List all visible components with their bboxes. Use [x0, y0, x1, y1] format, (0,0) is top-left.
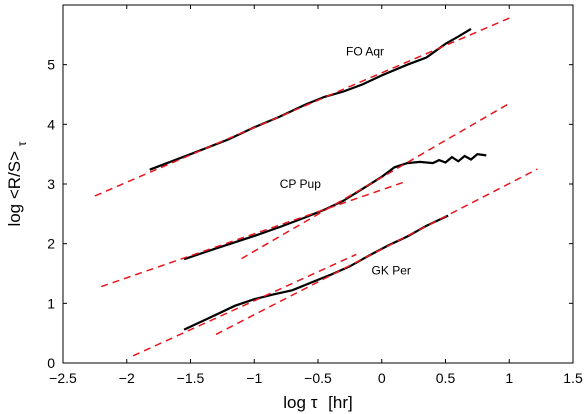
x-tick-label: −2: [119, 370, 135, 386]
series-annotation-3: GK Per: [372, 264, 411, 278]
series-annotation-1: FO Aqr: [346, 45, 384, 59]
plot-area: FO Aqr CP Pup GK Per: [94, 17, 538, 357]
x-tick-label: −1: [246, 370, 262, 386]
data-line-2: [183, 153, 487, 261]
x-tick-label: −1.5: [177, 370, 205, 386]
x-axis-label-main: log τ: [283, 393, 317, 412]
x-tick-label: 0: [378, 370, 386, 386]
data-line-1: [149, 27, 472, 171]
x-tick-label: −2.5: [49, 370, 77, 386]
x-axis-label-unit: [hr]: [328, 393, 353, 412]
x-tick-label: 1: [505, 370, 513, 386]
x-tick-label: 1.5: [563, 370, 583, 386]
fit-line-7: [132, 253, 357, 357]
y-tick-label: 0: [47, 355, 55, 371]
y-axis-label-subscript: τ: [15, 141, 29, 146]
y-axis-label: log <R/S> τ: [5, 141, 29, 226]
data-line-3: [183, 214, 449, 331]
x-axis-label: log τ [hr]: [283, 393, 352, 412]
y-tick-label: 1: [47, 295, 55, 311]
fit-line-8: [215, 168, 538, 336]
y-axis-label-main: log <R/S>: [5, 151, 24, 227]
axis-ticks: −2.5 −2 −1.5 −1 −0.5 0 0.5 1 1.5 0 1 2 3 4 5: [47, 5, 583, 386]
fit-line-6: [241, 102, 510, 260]
y-tick-label: 5: [47, 57, 55, 73]
fit-line-5: [100, 180, 408, 288]
y-tick-label: 2: [47, 236, 55, 252]
series-annotation-2: CP Pup: [280, 177, 321, 191]
x-tick-label: 0.5: [436, 370, 456, 386]
x-tick-label: −0.5: [304, 370, 332, 386]
y-tick-label: 3: [47, 176, 55, 192]
plot-frame: [62, 4, 574, 364]
fit-line-4: [94, 17, 510, 197]
y-tick-label: 4: [47, 116, 55, 132]
